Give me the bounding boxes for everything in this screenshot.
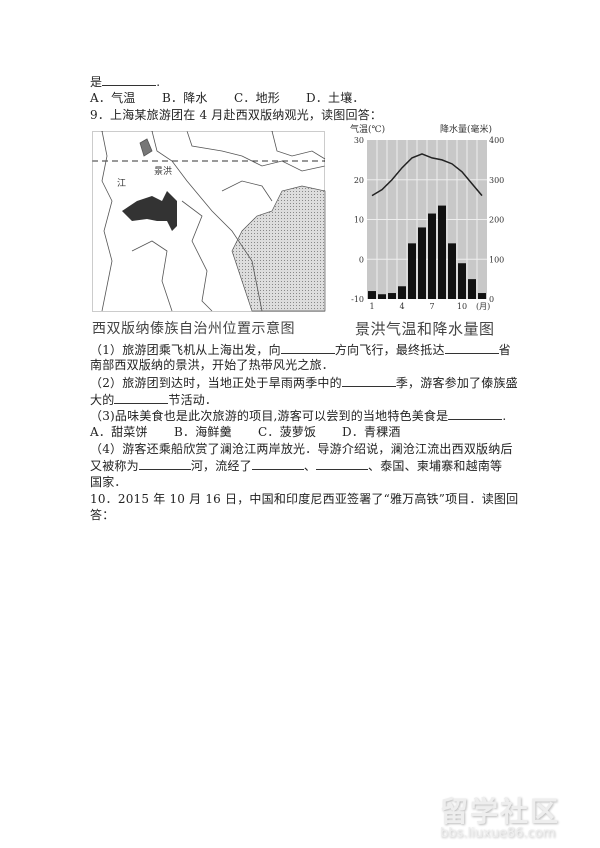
xishuangbanna-region: [122, 191, 177, 231]
watermark-logo: 留学社区 bbs.liuxue86.com: [440, 795, 561, 841]
text: 河，流经了: [190, 459, 252, 473]
text: 节活动．: [168, 393, 218, 407]
precipitation-bar: [388, 293, 396, 299]
text: 方向飞行，最终抵达: [334, 343, 445, 357]
text: 季，游客参加了傣族盛: [395, 376, 518, 390]
answer-blank[interactable]: [444, 341, 499, 354]
q9-sub2-line1: （2）旅游团到达时，当地正处于旱雨两季中的 季，游客参加了傣族盛: [90, 374, 518, 391]
text: （3)品味美食也是此次旅游的项目,游客可以尝到的当地特色美食是: [90, 409, 449, 423]
right-tick-label: 400: [489, 136, 504, 145]
left-tick-label: 0: [359, 255, 364, 264]
answer-blank[interactable]: [251, 457, 304, 470]
text: （1）旅游团乘飞机从上海出发，向: [90, 343, 281, 357]
q9-sub3-line1: （3)品味美食也是此次旅游的项目,游客可以尝到的当地特色美食是.: [90, 407, 506, 424]
location-map: 景洪 江: [92, 131, 326, 312]
precipitation-bar: [448, 243, 456, 299]
text: 又被称为: [90, 459, 139, 473]
option-a: A．甜菜饼: [90, 425, 148, 439]
jinghong-label: 景洪: [154, 165, 172, 177]
q9-sub1-line2: 南部西双版纳的景洪，开始了热带风光之旅．: [90, 358, 335, 372]
precipitation-bar: [378, 294, 386, 299]
q9-sub4-line2: 又被称为 河，流经了 、 、泰国、柬埔寨和越南等: [90, 457, 502, 474]
text: （2）旅游团到达时，当地正处于旱雨两季中的: [90, 376, 342, 390]
x-axis-unit: (月): [476, 302, 490, 311]
text: 、泰国、柬埔寨和越南等: [368, 459, 503, 473]
text: 、: [303, 459, 317, 473]
q10-line1: 10．2015 年 10 月 16 日，中国和印度尼西亚签署了“雅万高铁”项目．…: [90, 492, 519, 506]
answer-blank[interactable]: [448, 407, 503, 420]
text: .: [502, 409, 507, 423]
right-tick-label: 100: [489, 255, 504, 264]
precipitation-bar: [368, 291, 376, 299]
text: 省: [498, 343, 511, 357]
precipitation-bar: [458, 263, 466, 299]
x-tick-label: 1: [369, 302, 374, 311]
precipitation-bar: [478, 293, 486, 299]
text: 大的: [90, 393, 115, 407]
q8-tail-end: .: [156, 75, 161, 89]
option-d: D．土壤．: [306, 91, 365, 105]
q10-line2: 答：: [90, 508, 115, 522]
left-tick-label: -10: [351, 295, 364, 304]
q8-tail-text: 是: [90, 75, 103, 89]
option-c: C．菠萝饭: [258, 425, 317, 439]
answer-blank[interactable]: [341, 374, 396, 387]
right-tick-label: 200: [489, 216, 504, 225]
precipitation-bar: [408, 243, 416, 299]
temperature-line: [371, 153, 483, 197]
chart-caption: 景洪气温和降水量图: [355, 320, 495, 338]
right-axis-title: 降水量(毫米): [440, 123, 492, 135]
precipitation-bar: [438, 205, 446, 299]
left-tick-label: 20: [354, 176, 364, 185]
left-tick-label: 10: [354, 216, 364, 225]
precipitation-bar: [418, 227, 426, 299]
precipitation-bar: [468, 279, 476, 299]
option-d: D．青稞酒: [342, 425, 401, 439]
answer-blank[interactable]: [114, 391, 169, 404]
answer-blank[interactable]: [138, 457, 191, 470]
answer-blank[interactable]: [280, 341, 335, 354]
precipitation-bar: [428, 213, 436, 299]
river-label: 江: [117, 178, 126, 189]
right-tick-label: 0: [489, 295, 494, 304]
q8-tail: 是.: [90, 73, 160, 90]
answer-blank[interactable]: [102, 73, 157, 86]
q9-sub4-line1: （4）游客还乘船欣赏了澜沧江两岸放光．导游介绍说，澜沧江流出西双版纳后: [90, 442, 513, 456]
q9-sub3-options: A．甜菜饼 B．海鲜羹 C．菠萝饭 D．青稞酒: [90, 424, 401, 440]
q8-options: A．气温 B．降水 C．地形 D．土壤．: [90, 90, 365, 106]
q9-sub4-line3: 国家．: [90, 475, 127, 489]
map-caption: 西双版纳傣族自治州位置示意图: [92, 321, 295, 337]
left-axis-title: 气温(℃): [350, 123, 385, 135]
option-c: C．地形: [234, 91, 280, 105]
left-tick-label: 30: [354, 136, 364, 145]
option-b: B．降水: [162, 91, 208, 105]
sea-area: [231, 185, 326, 312]
option-b: B．海鲜羹: [174, 425, 232, 439]
option-a: A．气温: [90, 91, 136, 105]
q9-sub2-line2: 大的 节活动．: [90, 391, 217, 408]
borders: [101, 131, 326, 312]
answer-blank[interactable]: [316, 457, 369, 470]
q9-sub1-line1: （1）旅游团乘飞机从上海出发，向 方向飞行，最终抵达 省: [90, 341, 511, 358]
x-tick-label: 7: [429, 302, 434, 311]
right-tick-label: 300: [489, 176, 504, 185]
x-tick-label: 10: [457, 302, 467, 311]
x-tick-label: 4: [399, 302, 404, 311]
q9-stem: 9．上海某旅游团在 4 月赴西双版纳观光，读图回答：: [90, 108, 383, 122]
precipitation-bar: [398, 286, 406, 299]
